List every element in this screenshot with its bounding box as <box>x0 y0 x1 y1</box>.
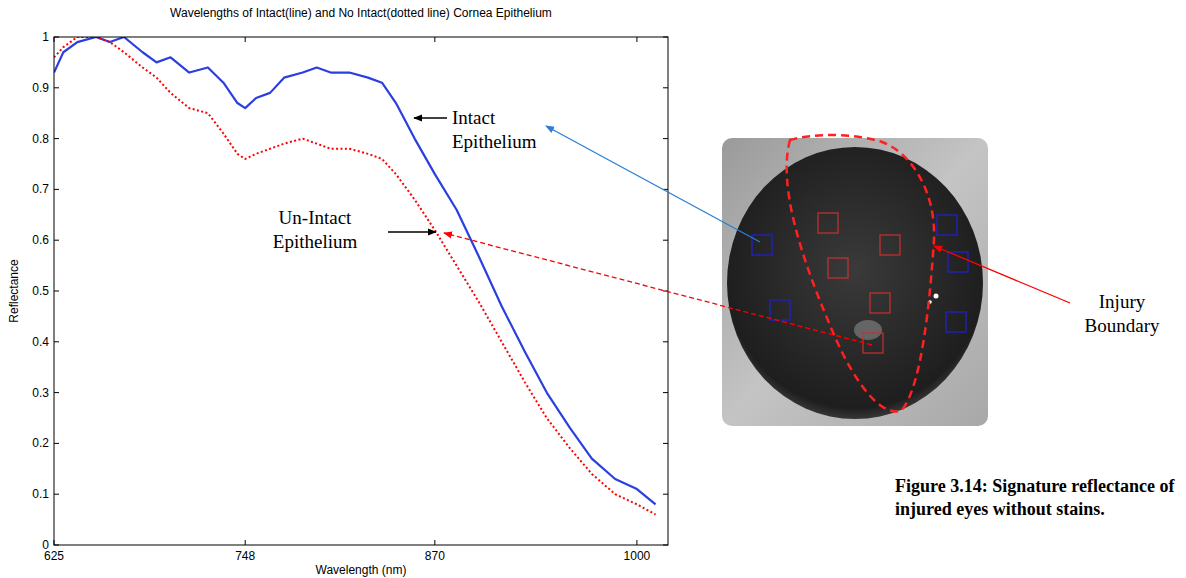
y-tick <box>54 545 59 546</box>
injury-boundary <box>787 135 934 411</box>
y-tick <box>663 87 668 88</box>
y-tick <box>663 545 668 546</box>
annotation-arrow <box>388 231 436 232</box>
x-tick <box>54 37 55 42</box>
ticks: 625748870100000.10.20.30.40.50.60.70.80.… <box>32 30 668 563</box>
intact-sample <box>946 312 966 332</box>
injured-sample <box>870 293 890 313</box>
y-tick <box>54 443 59 444</box>
y-tick <box>663 341 668 342</box>
x-tick <box>636 540 637 545</box>
cornea <box>727 147 983 419</box>
y-tick <box>54 37 59 38</box>
plot-area <box>54 37 668 545</box>
annotation-arrow <box>546 126 760 242</box>
y-tick <box>54 138 59 139</box>
y-tick-label: 0.6 <box>32 233 49 247</box>
annotation-label-line: Un-Intact <box>279 207 353 228</box>
x-axis-title: Wavelength (nm) <box>316 563 407 577</box>
annotation-label-line: Intact <box>452 107 496 128</box>
y-tick-label: 0.1 <box>32 487 49 501</box>
y-axis-title: Reflectance <box>7 259 21 323</box>
intact-sample <box>752 235 772 255</box>
y-tick <box>54 189 59 190</box>
caption-line: injured eyes without stains. <box>895 499 1105 519</box>
y-tick-label: 0.2 <box>32 436 49 450</box>
y-tick-label: 0.4 <box>32 335 49 349</box>
figure-caption: Figure 3.14: Signature reflectance of inj… <box>895 476 1175 519</box>
x-tick <box>54 540 55 545</box>
x-tick-label: 870 <box>425 549 445 563</box>
intact-sample <box>948 252 968 272</box>
x-tick <box>636 37 637 42</box>
injured-sample <box>863 333 883 353</box>
y-tick <box>54 87 59 88</box>
annotation-label-line: Epithelium <box>273 231 358 252</box>
injured-sample <box>880 235 900 255</box>
caption-line: Figure 3.14: Signature reflectance of <box>895 476 1175 496</box>
y-tick <box>54 392 59 393</box>
figure: 625748870100000.10.20.30.40.50.60.70.80.… <box>0 0 1186 578</box>
y-tick-label: 1 <box>42 30 49 44</box>
injured-sample <box>828 258 848 278</box>
series-line <box>54 37 656 504</box>
annotation-label: Intact Epithelium <box>452 107 537 152</box>
annotation-label: Injury Boundary <box>1085 291 1160 336</box>
annotation-arrow <box>444 233 872 345</box>
y-tick-label: 0.3 <box>32 386 49 400</box>
annotation-label: Un-Intact Epithelium <box>273 207 358 252</box>
y-tick <box>54 494 59 495</box>
injured-sample <box>818 213 838 233</box>
y-tick <box>663 443 668 444</box>
y-tick-label: 0.5 <box>32 284 49 298</box>
annotations: Intact Epithelium Un-Intact Epithelium Injur… <box>273 107 1176 519</box>
y-tick-label: 0.9 <box>32 81 49 95</box>
series-line <box>54 37 656 515</box>
x-tick-label: 748 <box>235 549 255 563</box>
annotation-arrow <box>934 246 1070 303</box>
intact-sample <box>770 300 790 320</box>
y-tick <box>663 494 668 495</box>
annotation-label-line: Epithelium <box>452 131 537 152</box>
series-group <box>54 37 656 515</box>
glint <box>934 294 939 299</box>
annotation-arrow <box>414 117 447 118</box>
intact-sample <box>937 215 957 235</box>
glare <box>854 320 882 340</box>
eye-background <box>722 138 988 426</box>
eye-image <box>722 135 988 426</box>
y-tick-label: 0.8 <box>32 132 49 146</box>
y-tick <box>663 37 668 38</box>
y-tick <box>663 392 668 393</box>
annotation-label-line: Boundary <box>1085 315 1160 336</box>
annotation-label-line: Injury <box>1099 291 1146 312</box>
x-tick <box>434 540 435 545</box>
chart-title: Wavelengths of Intact(line) and No Intac… <box>170 6 552 20</box>
y-tick-label: 0.7 <box>32 182 49 196</box>
y-tick <box>663 138 668 139</box>
plot-frame <box>54 37 668 545</box>
x-tick <box>245 37 246 42</box>
y-tick <box>54 341 59 342</box>
x-tick-label: 1000 <box>624 549 651 563</box>
x-tick <box>434 37 435 42</box>
y-tick <box>54 240 59 241</box>
y-tick-label: 0 <box>42 538 49 552</box>
x-tick <box>245 540 246 545</box>
y-tick <box>663 240 668 241</box>
y-tick <box>54 291 59 292</box>
